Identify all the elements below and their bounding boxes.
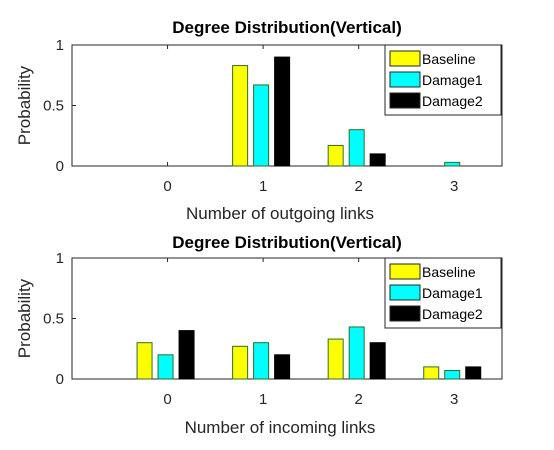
chart-title: Degree Distribution(Vertical) (172, 233, 402, 252)
legend: Baseline Damage1 Damage2 (384, 44, 502, 116)
legend-swatch-damage2 (389, 305, 421, 322)
x-tick-label: 3 (450, 391, 458, 408)
legend-label-baseline: Baseline (422, 264, 476, 280)
chart-panel-2: Degree Distribution(Vertical) 0 0.5 1 0 1 2 3 Nu… (15, 233, 503, 437)
y-tick-label: 1 (56, 37, 64, 54)
x-axis-label: Number of outgoing links (186, 204, 374, 223)
bar-baseline-3 (423, 366, 440, 380)
x-tick-label: 1 (259, 178, 267, 195)
bar-damage1-1 (253, 342, 270, 380)
y-tick-label: 0 (56, 158, 64, 175)
bar-damage2-2 (369, 153, 386, 167)
legend-swatch-damage1 (389, 71, 421, 88)
y-axis-label: Probability (15, 65, 34, 145)
x-axis-label: Number of incoming links (185, 418, 376, 437)
bar-damage1-0 (157, 354, 174, 380)
y-tick-label: 0.5 (43, 311, 64, 328)
bar-damage1-2 (348, 326, 365, 380)
bar-baseline-1 (232, 65, 249, 167)
y-tick-label: 0.5 (43, 98, 64, 115)
x-tick-label: 0 (163, 391, 171, 408)
chart-panel-1: Degree Distribution(Vertical) 0 0.5 1 0 1 2 3 Nu… (15, 18, 503, 223)
legend: Baseline Damage1 Damage2 (384, 257, 502, 329)
bar-damage2-1 (274, 354, 291, 380)
legend-label-damage2: Damage2 (422, 306, 483, 322)
x-tick-label: 3 (450, 178, 458, 195)
legend-swatch-baseline (389, 50, 421, 67)
y-tick-label: 0 (56, 371, 64, 388)
legend-label-damage1: Damage1 (422, 72, 483, 88)
legend-label-damage2: Damage2 (422, 93, 483, 109)
bar-damage2-1 (274, 56, 291, 167)
bar-baseline-0 (136, 342, 153, 380)
bar-damage1-3 (444, 370, 461, 380)
x-tick-label: 1 (259, 391, 267, 408)
bar-damage1-1 (253, 84, 270, 167)
bar-baseline-2 (327, 144, 344, 167)
legend-swatch-baseline (389, 263, 421, 280)
x-tick-label: 2 (354, 391, 362, 408)
bar-baseline-1 (232, 345, 249, 380)
x-tick-label: 2 (354, 178, 362, 195)
legend-label-baseline: Baseline (422, 51, 476, 67)
legend-label-damage1: Damage1 (422, 285, 483, 301)
legend-swatch-damage2 (389, 92, 421, 109)
bar-damage2-3 (465, 366, 482, 380)
bar-damage2-0 (178, 330, 195, 380)
y-tick-label: 1 (56, 250, 64, 267)
bar-damage1-2 (348, 129, 365, 167)
legend-swatch-damage1 (389, 284, 421, 301)
bar-baseline-2 (327, 338, 344, 380)
y-axis-label: Probability (15, 278, 34, 358)
bar-damage1-3 (444, 161, 461, 167)
bar-damage2-2 (369, 342, 386, 380)
x-tick-label: 0 (163, 178, 171, 195)
chart-title: Degree Distribution(Vertical) (172, 18, 402, 37)
